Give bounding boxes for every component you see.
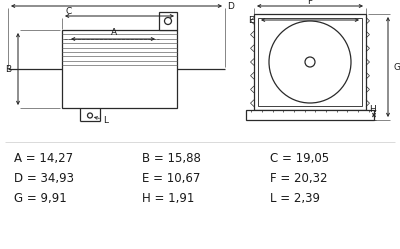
Circle shape — [269, 21, 351, 103]
Text: D: D — [227, 1, 234, 10]
Text: A: A — [110, 27, 116, 37]
Text: H = 1,91: H = 1,91 — [142, 192, 194, 205]
Text: D = 34,93: D = 34,93 — [14, 172, 74, 185]
Bar — [159, 12, 177, 30]
Text: L: L — [103, 116, 108, 124]
Text: G: G — [394, 62, 400, 71]
Text: H: H — [370, 105, 376, 114]
Text: B: B — [5, 64, 11, 73]
Text: A = 14,27: A = 14,27 — [14, 152, 73, 165]
Bar — [258, 18, 362, 106]
Text: C: C — [66, 6, 72, 15]
Bar — [246, 110, 374, 120]
Text: F = 20,32: F = 20,32 — [270, 172, 328, 185]
Text: C = 19,05: C = 19,05 — [270, 152, 329, 165]
Text: F: F — [308, 0, 312, 5]
Bar — [62, 30, 177, 108]
Circle shape — [305, 57, 315, 67]
Text: B = 15,88: B = 15,88 — [142, 152, 201, 165]
Text: G = 9,91: G = 9,91 — [14, 192, 67, 205]
Circle shape — [88, 113, 92, 118]
Text: L = 2,39: L = 2,39 — [270, 192, 320, 205]
Text: E = 10,67: E = 10,67 — [142, 172, 200, 185]
Circle shape — [164, 17, 172, 24]
Text: E: E — [248, 15, 254, 24]
Bar — [254, 14, 366, 110]
